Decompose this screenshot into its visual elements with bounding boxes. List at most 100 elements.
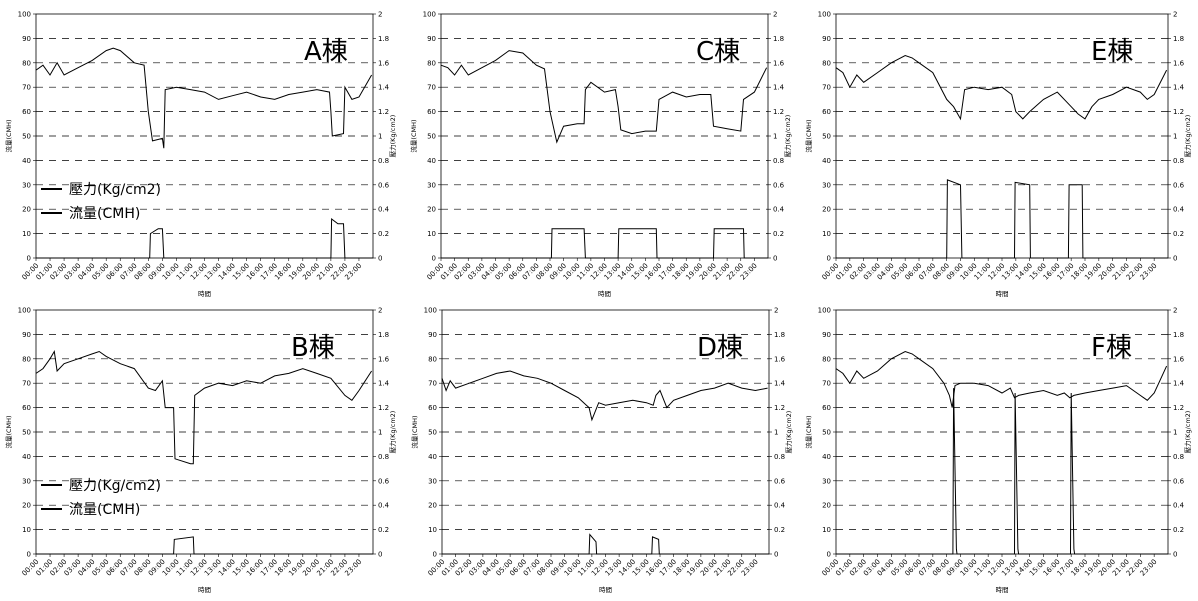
chart-title: C棟 bbox=[696, 37, 740, 67]
y-tick-label: 50 bbox=[427, 133, 436, 141]
y-tick-label: 60 bbox=[22, 108, 31, 116]
y2-tick-label: 0.6 bbox=[1173, 477, 1185, 485]
y2-tick-label: 0.8 bbox=[773, 157, 784, 165]
y-axis-label: 流量(CMH) bbox=[4, 415, 13, 448]
y2-tick-label: 1.8 bbox=[378, 331, 389, 339]
y2-tick-label: 2 bbox=[378, 307, 382, 315]
chart-title: F棟 bbox=[1091, 333, 1132, 363]
y2-tick-label: 0 bbox=[1173, 551, 1177, 559]
y-tick-label: 0 bbox=[27, 255, 31, 263]
y-tick-label: 30 bbox=[427, 181, 436, 189]
y2-tick-label: 0.8 bbox=[1173, 453, 1184, 461]
y-tick-label: 20 bbox=[22, 206, 31, 214]
y2-tick-label: 0.6 bbox=[774, 477, 786, 485]
y2-tick-label: 0 bbox=[378, 551, 382, 559]
y-tick-label: 40 bbox=[22, 453, 31, 461]
y-tick-label: 70 bbox=[427, 84, 436, 92]
chart-panel-f: 0 10 20 30 40 50 60 70 80 90 100 0 0.2 0.4 0.6 0.8 1 1.2 1… bbox=[804, 307, 1192, 595]
x-axis-label: 時間 bbox=[198, 586, 211, 594]
series-line-flow bbox=[36, 536, 373, 555]
chart-title: E棟 bbox=[1091, 37, 1133, 67]
y2-tick-label: 1 bbox=[378, 133, 382, 141]
legend-label: 壓力(Kg/cm2) bbox=[69, 182, 161, 198]
chart-title: A棟 bbox=[304, 37, 348, 67]
y2-tick-label: 0.4 bbox=[1173, 502, 1185, 510]
y2-tick-label: 2 bbox=[774, 307, 778, 315]
y2-tick-label: 1 bbox=[378, 429, 382, 437]
y2-tick-label: 2 bbox=[378, 11, 382, 19]
y2-tick-label: 1.6 bbox=[1173, 355, 1185, 363]
y2-tick-label: 1.8 bbox=[774, 331, 785, 339]
y-tick-label: 80 bbox=[22, 355, 31, 363]
chart-panel-c: 0 10 20 30 40 50 60 70 80 90 100 0 0.2 0.4 0.6 0.8 1 1.2 1… bbox=[409, 11, 792, 299]
series-line-flow bbox=[441, 228, 768, 259]
y-tick-label: 80 bbox=[428, 355, 437, 363]
y2-axis-label: 壓力(Kg/cm2) bbox=[1183, 115, 1192, 158]
y-tick-label: 0 bbox=[432, 255, 436, 263]
y-tick-label: 90 bbox=[22, 331, 31, 339]
y-tick-label: 50 bbox=[428, 429, 437, 437]
y-tick-label: 50 bbox=[822, 133, 831, 141]
y-tick-label: 20 bbox=[22, 502, 31, 510]
y2-axis-label: 壓力(Kg/cm2) bbox=[388, 115, 397, 158]
y2-tick-label: 0.2 bbox=[1173, 230, 1184, 238]
series-line-pressure bbox=[35, 350, 373, 465]
series-line-pressure bbox=[835, 350, 1168, 408]
y-axis-label: 流量(CMH) bbox=[804, 415, 813, 448]
y-tick-label: 70 bbox=[822, 380, 831, 388]
y2-tick-label: 1.4 bbox=[378, 84, 390, 92]
y-tick-label: 40 bbox=[822, 453, 831, 461]
y-tick-label: 60 bbox=[22, 404, 31, 412]
series-line-flow bbox=[442, 533, 769, 555]
y-tick-label: 0 bbox=[827, 255, 831, 263]
y2-tick-label: 1.4 bbox=[1173, 380, 1185, 388]
y-tick-label: 30 bbox=[822, 181, 831, 189]
series-line-pressure bbox=[441, 370, 768, 422]
y-tick-label: 20 bbox=[427, 206, 436, 214]
y-axis-label: 流量(CMH) bbox=[4, 119, 13, 152]
y-tick-label: 20 bbox=[822, 206, 831, 214]
y-tick-label: 0 bbox=[827, 551, 831, 559]
chart-panel-b: 0 10 20 30 40 50 60 70 80 90 100 0 0.2 0.4 0.6 0.8 1 1.2 1… bbox=[4, 307, 397, 595]
y-tick-label: 20 bbox=[428, 502, 437, 510]
y2-tick-label: 2 bbox=[1173, 11, 1177, 19]
y2-tick-label: 0.6 bbox=[378, 181, 390, 189]
series-line-flow bbox=[36, 218, 373, 259]
y2-tick-label: 0.4 bbox=[773, 206, 785, 214]
y-tick-label: 20 bbox=[822, 502, 831, 510]
chart-panel-e: 0 10 20 30 40 50 60 70 80 90 100 0 0.2 0.4 0.6 0.8 1 1.2 1… bbox=[804, 11, 1192, 299]
y2-tick-label: 0.6 bbox=[1173, 181, 1185, 189]
y-tick-label: 50 bbox=[22, 429, 31, 437]
x-axis-label: 時間 bbox=[599, 586, 612, 594]
y-tick-label: 60 bbox=[822, 108, 831, 116]
y2-tick-label: 0.8 bbox=[1173, 157, 1184, 165]
y-tick-label: 90 bbox=[428, 331, 437, 339]
y-tick-label: 100 bbox=[423, 11, 436, 19]
y-tick-label: 60 bbox=[822, 404, 831, 412]
y-tick-label: 90 bbox=[822, 331, 831, 339]
series-line-pressure bbox=[440, 50, 768, 144]
y2-tick-label: 1.8 bbox=[1173, 35, 1184, 43]
y-tick-label: 100 bbox=[18, 11, 31, 19]
y2-tick-label: 0.6 bbox=[773, 181, 785, 189]
series-line-pressure bbox=[835, 54, 1168, 121]
y2-tick-label: 1.2 bbox=[378, 404, 389, 412]
y2-tick-label: 0.8 bbox=[378, 453, 389, 461]
y2-tick-label: 1.8 bbox=[378, 35, 389, 43]
y-axis-label: 流量(CMH) bbox=[409, 119, 418, 152]
y-tick-label: 50 bbox=[22, 133, 31, 141]
y2-tick-label: 1 bbox=[774, 429, 778, 437]
y2-tick-label: 1.4 bbox=[1173, 84, 1185, 92]
y2-tick-label: 0.4 bbox=[378, 502, 390, 510]
y-tick-label: 0 bbox=[27, 551, 31, 559]
y-tick-label: 70 bbox=[428, 380, 437, 388]
y-tick-label: 80 bbox=[822, 355, 831, 363]
y-axis-label: 流量(CMH) bbox=[410, 415, 419, 448]
y-tick-label: 60 bbox=[428, 404, 437, 412]
y2-tick-label: 0.6 bbox=[378, 477, 390, 485]
y-tick-label: 90 bbox=[822, 35, 831, 43]
y2-axis-label: 壓力(Kg/cm2) bbox=[784, 411, 793, 454]
y-tick-label: 40 bbox=[428, 453, 437, 461]
y2-tick-label: 0.8 bbox=[378, 157, 389, 165]
